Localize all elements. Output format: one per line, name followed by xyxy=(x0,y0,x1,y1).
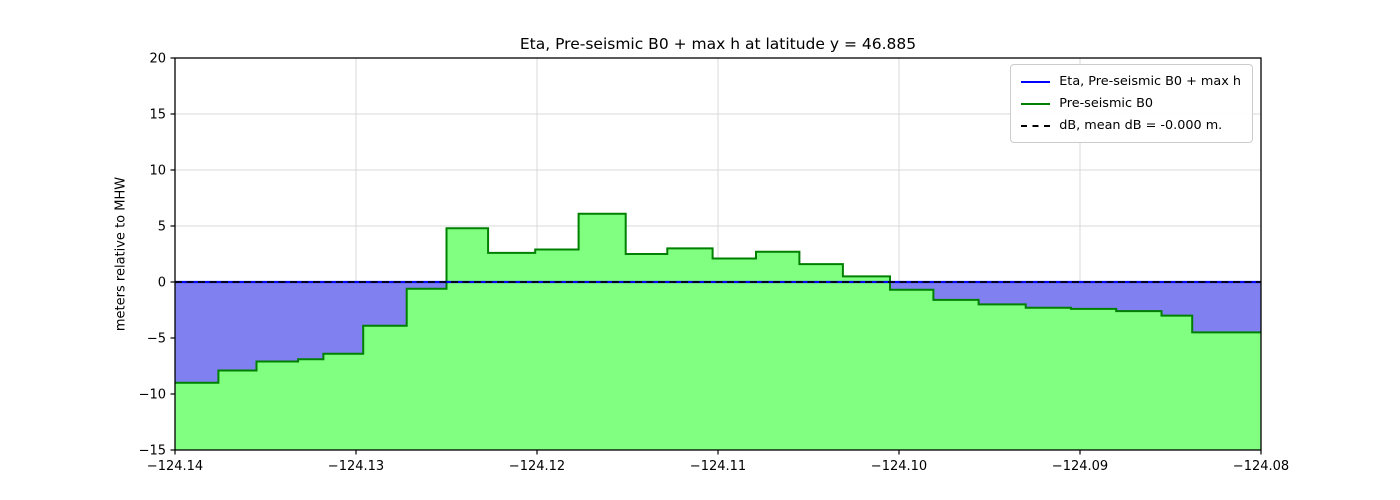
eta-line-sample xyxy=(1021,80,1051,83)
b0-step-line xyxy=(175,212,1261,384)
legend-label-db: dB, mean dB = -0.000 m. xyxy=(1059,118,1223,133)
y-tick-label: 10 xyxy=(149,164,166,179)
y-tick-label: 20 xyxy=(149,52,166,67)
x-tick-label: −124.14 xyxy=(147,459,203,474)
water-fill xyxy=(175,282,1261,383)
x-tick-label: −124.13 xyxy=(328,459,384,474)
legend-row: dB, mean dB = -0.000 m. xyxy=(1021,116,1241,135)
x-tick-label: −124.12 xyxy=(509,459,565,474)
y-tick-label: −15 xyxy=(139,444,166,459)
legend-label-eta: Eta, Pre-seismic B0 + max h xyxy=(1059,74,1241,89)
chart-title: Eta, Pre-seismic B0 + max h at latitude … xyxy=(519,35,917,53)
legend: Eta, Pre-seismic B0 + max h Pre-seismic … xyxy=(1010,64,1253,143)
y-tick-label: 0 xyxy=(158,276,166,291)
x-tick-label: −124.10 xyxy=(871,459,927,474)
y-tick-label: −5 xyxy=(147,332,166,347)
y-tick-label: 15 xyxy=(149,108,166,123)
y-tick-label: 5 xyxy=(158,220,166,235)
axes-frame xyxy=(174,57,1262,451)
x-tick-label: −124.09 xyxy=(1052,459,1108,474)
x-tick-label: −124.08 xyxy=(1233,459,1289,474)
b0-line-sample xyxy=(1021,102,1051,105)
db-line-sample xyxy=(1021,124,1051,127)
legend-row: Pre-seismic B0 xyxy=(1021,94,1241,113)
x-tick-label: −124.11 xyxy=(690,459,746,474)
y-tick-label: −10 xyxy=(139,388,166,403)
legend-row: Eta, Pre-seismic B0 + max h xyxy=(1021,72,1241,91)
legend-label-b0: Pre-seismic B0 xyxy=(1059,96,1153,111)
